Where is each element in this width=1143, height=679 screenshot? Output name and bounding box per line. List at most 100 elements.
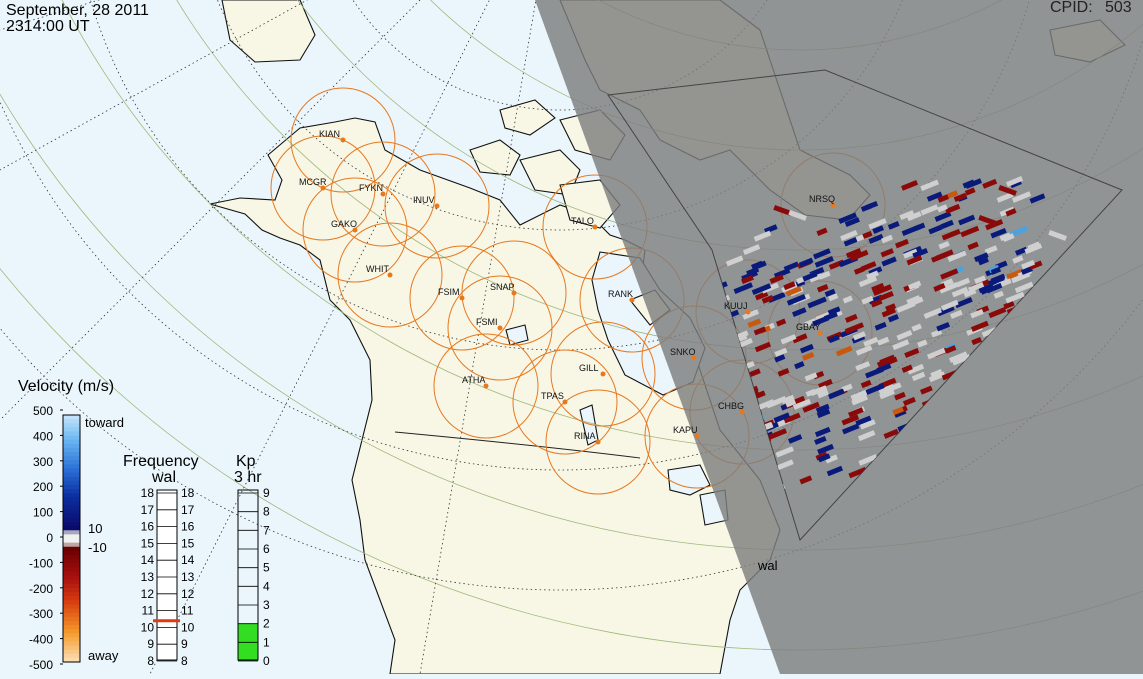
velocity-cell xyxy=(906,255,923,266)
frequency-ticks: 18 18 17 17 16 16 15 15 14 14 13 13 12 12 11 11 10 10 9 9 8 8 xyxy=(141,486,195,668)
velocity-cell xyxy=(793,395,806,405)
velocity-cell xyxy=(865,200,879,210)
station-dot-fsim xyxy=(459,295,465,301)
velocity-colorbar-segment xyxy=(63,550,80,556)
fov-ring-gill xyxy=(550,321,656,427)
station-dot-kapu xyxy=(694,433,700,439)
velocity-colorbar-segment xyxy=(63,484,80,490)
velocity-cell xyxy=(863,336,879,347)
velocity-colorbar-segment xyxy=(63,435,80,441)
great-slave-lake xyxy=(505,324,529,346)
velocity-cell xyxy=(775,446,794,458)
velocity-cell xyxy=(799,257,814,268)
velocity-cell xyxy=(892,339,910,351)
fov-ring-mcgr xyxy=(270,135,376,241)
station-markers: KIAN MCGR FYKN INUV GAKO WHIT FSIM SNAP FSMI TALO… xyxy=(299,129,836,445)
velocity-cell xyxy=(892,406,904,416)
velocity-cell xyxy=(878,384,895,395)
velocity-cell xyxy=(923,307,942,319)
velocity-cell xyxy=(862,230,873,239)
velocity-cell xyxy=(754,341,772,353)
velocity-cell xyxy=(879,389,895,400)
station-label: CHBG xyxy=(718,401,744,411)
velocity-colorbar-segment xyxy=(63,431,80,437)
velocity-cell xyxy=(951,286,969,298)
velocity-cell xyxy=(967,241,979,251)
velocity-cell xyxy=(774,347,788,357)
velocity-cell xyxy=(906,295,921,305)
velocity-cell xyxy=(742,244,761,256)
velocity-cell xyxy=(855,415,872,427)
velocity-cell xyxy=(802,401,820,413)
velocity-cell xyxy=(773,412,791,423)
velocity-cell xyxy=(1012,255,1024,264)
velocity-cell xyxy=(788,209,807,221)
velocity-colorbar-segment xyxy=(63,427,80,433)
velocity-colorbar-segment xyxy=(63,612,80,618)
velocity-cell xyxy=(826,465,844,477)
velocity-cell xyxy=(860,261,877,272)
velocity-cell xyxy=(803,317,818,328)
velocity-colorbar-segment xyxy=(63,579,80,585)
velocity-cell xyxy=(845,248,862,259)
velocity-cell xyxy=(755,399,775,411)
velocity-cell xyxy=(842,295,853,304)
velocity-cell xyxy=(1048,230,1067,241)
velocity-cell xyxy=(938,240,950,250)
velocity-cell xyxy=(902,396,916,407)
velocity-cell xyxy=(912,247,929,259)
station-label: KIAN xyxy=(319,129,340,139)
velocity-cell xyxy=(733,282,753,295)
velocity-cell xyxy=(844,322,865,334)
station-dot-gbay xyxy=(817,330,823,336)
velocity-cell xyxy=(1020,266,1033,275)
frequency-tick-label-right: 14 xyxy=(181,553,195,567)
velocity-cell xyxy=(955,277,971,288)
velocity-cell xyxy=(810,385,828,397)
velocity-cell xyxy=(881,234,893,244)
velocity-cell xyxy=(817,443,834,455)
velocity-colorbar-segment xyxy=(63,460,80,465)
radar-fov-outline xyxy=(607,69,1123,541)
velocity-colorbar-segment xyxy=(63,493,80,498)
station-dot-snap xyxy=(511,290,517,296)
velocity-cell xyxy=(920,204,939,216)
velocity-colorbar-segment xyxy=(63,464,80,470)
frequency-tick-label-left: 18 xyxy=(141,486,155,500)
frequency-tick-label-left: 14 xyxy=(141,553,155,567)
velocity-cell xyxy=(764,224,778,234)
velocity-cell xyxy=(920,179,939,192)
velocity-colorbar-segment xyxy=(63,423,80,428)
velocity-colorbar-segment xyxy=(63,447,80,453)
velocity-cell xyxy=(838,212,858,224)
frequency-tick-label-right: 13 xyxy=(181,570,195,584)
velocity-cell xyxy=(816,227,828,237)
velocity-colorbar-segment xyxy=(63,624,80,630)
velocity-colorbar-frame xyxy=(62,414,81,663)
frequency-tick-label-right: 8 xyxy=(181,654,188,668)
velocity-colorbar-segment xyxy=(63,526,80,531)
velocity-cell xyxy=(860,379,872,389)
siberia xyxy=(221,0,316,63)
velocity-away-label: away xyxy=(88,648,119,663)
velocity-cell xyxy=(746,266,760,277)
velocity-cell xyxy=(901,364,913,373)
velocity-colorbar-segment xyxy=(63,542,80,548)
velocity-colorbar-segment xyxy=(63,517,80,523)
velocity-cell xyxy=(954,297,973,309)
station-dot-snko xyxy=(691,355,697,361)
station-label: WHIT xyxy=(366,264,389,274)
station-dot-whit xyxy=(387,272,393,278)
velocity-colorbar-segment xyxy=(63,513,80,519)
velocity-cell xyxy=(1009,225,1029,238)
station-label: GILL xyxy=(579,363,599,373)
frequency-tick-label-right: 16 xyxy=(181,520,195,534)
velocity-cell xyxy=(904,347,920,358)
frequency-tick-label-right: 15 xyxy=(181,536,195,550)
velocity-cell xyxy=(786,294,806,306)
velocity-cell xyxy=(843,237,858,247)
fov-ring-fsmi xyxy=(447,275,553,381)
velocity-colorbar-segment xyxy=(63,415,80,420)
velocity-cell xyxy=(828,334,840,344)
velocity-cell xyxy=(824,288,836,298)
